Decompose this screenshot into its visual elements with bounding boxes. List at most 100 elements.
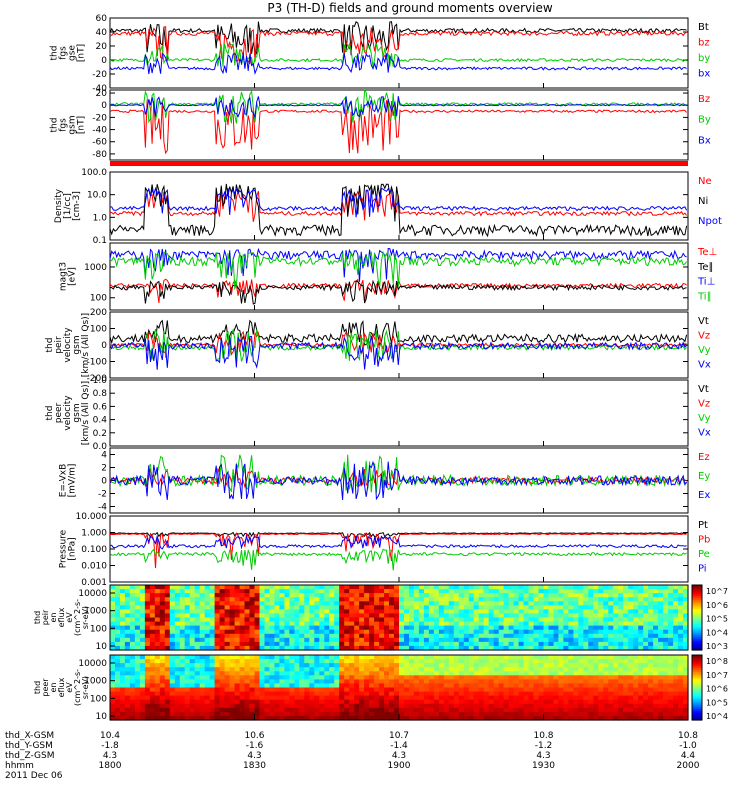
spectrogram-cell	[209, 625, 216, 631]
spectrogram-cell	[394, 589, 400, 594]
ephemeris-value: 10.4	[100, 731, 120, 741]
colorbar-cell	[692, 632, 702, 636]
spectrogram-cell	[548, 687, 555, 693]
spectrogram-cell	[483, 609, 490, 615]
spectrogram-cell	[349, 703, 355, 709]
spectrogram-cell	[194, 699, 201, 705]
spectrogram-cell	[503, 621, 510, 627]
spectrogram-cell	[588, 671, 594, 676]
spectrogram-cell	[558, 699, 564, 705]
spectrogram-cell	[289, 675, 295, 680]
spectrogram-cell	[428, 659, 435, 664]
spectrogram-cell	[648, 593, 654, 598]
spectrogram-cell	[219, 663, 226, 668]
spectrogram-cell	[249, 605, 256, 610]
spectrogram-cell	[110, 691, 116, 697]
spectrogram-cell	[349, 675, 355, 680]
spectrogram-cell	[149, 645, 156, 651]
spectrogram-cell	[668, 637, 674, 643]
spectrogram-cell	[189, 633, 196, 639]
spectrogram-cell	[319, 613, 325, 619]
spectrogram-cell	[314, 707, 320, 713]
spectrogram-cell	[588, 605, 594, 610]
spectrogram-cell	[428, 629, 435, 635]
spectrogram-cell	[553, 585, 560, 590]
y-tick-label: 200	[90, 308, 107, 318]
colorbar-cell	[692, 704, 702, 708]
spectrogram-cell	[294, 667, 300, 672]
spectrogram-cell	[418, 707, 425, 713]
spectrogram-cell	[483, 585, 490, 590]
spectrogram-cell	[523, 715, 530, 721]
spectrogram-cell	[159, 605, 166, 610]
spectrogram-cell	[329, 601, 335, 606]
spectrogram-cell	[169, 699, 176, 705]
spectrogram-cell	[668, 687, 674, 693]
spectrogram-cell	[209, 589, 216, 594]
spectrogram-cell	[159, 621, 166, 627]
spectrogram-cell	[448, 683, 455, 689]
spectrogram-cell	[299, 679, 305, 685]
spectrogram-cell	[120, 655, 126, 660]
spectrogram-cell	[259, 695, 266, 701]
spectrogram-cell	[194, 629, 201, 635]
spectrogram-cell	[249, 703, 256, 709]
spectrogram-cell	[543, 645, 550, 651]
spectrogram-cell	[473, 687, 480, 693]
spectrogram-cell	[304, 679, 310, 685]
spectrogram-cell	[558, 625, 564, 631]
spectrogram-cell	[264, 671, 271, 676]
spectrogram-cell	[423, 613, 430, 619]
spectrogram-cell	[593, 609, 599, 615]
spectrogram-cell	[354, 593, 360, 598]
spectrogram-cell	[324, 667, 330, 672]
spectrogram-cell	[379, 679, 385, 685]
spectrogram-cell	[538, 609, 545, 615]
spectrogram-cell	[259, 703, 266, 709]
spectrogram-cell	[618, 659, 624, 664]
spectrogram-cell	[563, 691, 569, 697]
spectrogram-cell	[214, 597, 221, 602]
spectrogram-cell	[553, 715, 560, 721]
y-tick-label: 0	[101, 56, 107, 66]
spectrogram-cell	[204, 621, 211, 627]
spectrogram-cell	[115, 659, 121, 664]
spectrogram-cell	[169, 687, 176, 693]
spectrogram-cell	[374, 711, 380, 717]
spectrogram-cell	[199, 715, 206, 721]
spectrogram-cell	[428, 671, 435, 676]
spectrogram-cell	[219, 695, 226, 701]
spectrogram-cell	[653, 679, 659, 685]
spectrogram-cell	[194, 613, 201, 619]
spectrogram-cell	[628, 703, 634, 709]
spectrogram-cell	[139, 637, 146, 643]
spectrogram-cell	[538, 699, 545, 705]
spectrogram-cell	[244, 617, 251, 623]
spectrogram-cell	[648, 715, 654, 721]
spectrogram-cell	[668, 707, 674, 713]
spectrogram-cell	[324, 645, 330, 651]
spectrogram-cell	[404, 605, 410, 610]
spectrogram-cell	[608, 699, 614, 705]
spectrogram-cell	[169, 703, 176, 709]
spectrogram-cell	[478, 641, 485, 647]
spectrogram-cell	[673, 609, 679, 615]
y-tick-label: 0.1	[93, 236, 107, 246]
spectrogram-cell	[543, 637, 550, 643]
spectrogram-cell	[663, 617, 669, 623]
spectrogram-cell	[583, 617, 589, 623]
spectrogram-cell	[359, 663, 365, 668]
spectrogram-cell	[299, 617, 305, 623]
spectrogram-cell	[523, 663, 530, 668]
spectrogram-cell	[204, 659, 211, 664]
spectrogram-cell	[448, 601, 455, 606]
spectrogram-cell	[583, 633, 589, 639]
spectrogram-cell	[628, 593, 634, 598]
spectrogram-cell	[618, 633, 624, 639]
spectrogram-cell	[369, 637, 375, 643]
spectrogram-cell	[110, 637, 116, 643]
spectrogram-cell	[613, 675, 619, 680]
spectrogram-cell	[658, 601, 664, 606]
spectrogram-cell	[453, 609, 460, 615]
spectrogram-cell	[319, 637, 325, 643]
